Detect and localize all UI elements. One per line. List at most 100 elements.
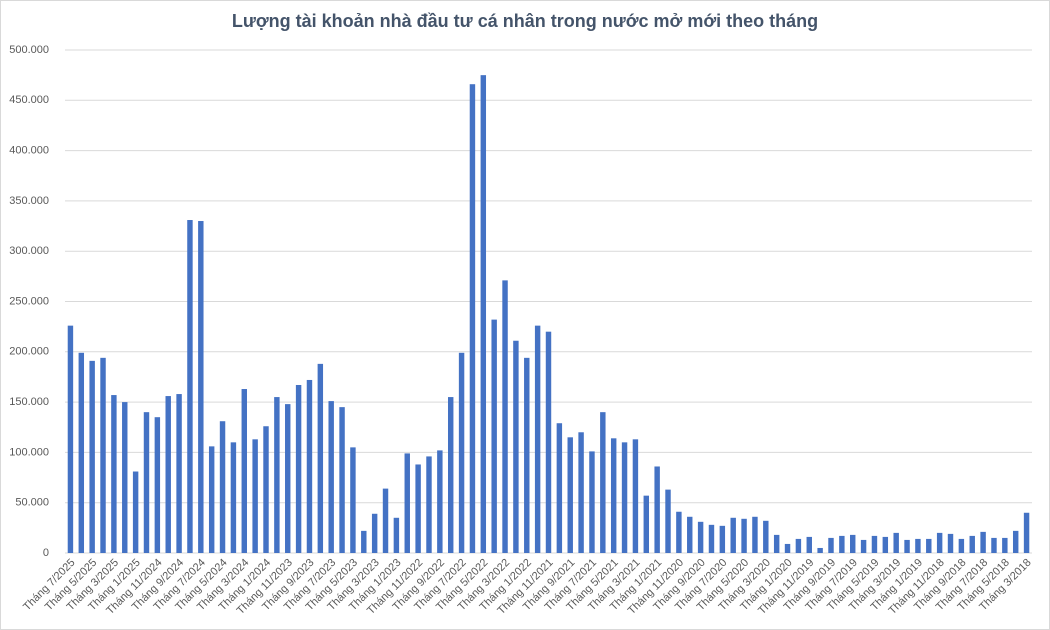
bar: [850, 534, 856, 553]
bar: [361, 530, 367, 553]
bar: [697, 521, 704, 553]
bar: [730, 517, 736, 553]
bar: [89, 360, 95, 553]
bar: [328, 401, 334, 553]
y-tick-label: 50.000: [15, 497, 49, 509]
bar: [176, 394, 182, 553]
bar: [78, 352, 85, 553]
bar: [339, 407, 345, 553]
bar: [1012, 530, 1019, 553]
bar: [513, 340, 519, 553]
bar: [274, 397, 280, 553]
bar: [143, 412, 150, 553]
bar: [969, 535, 975, 553]
bar: [111, 395, 117, 553]
bar: [1002, 537, 1008, 553]
bar: [654, 466, 660, 553]
bar: [295, 384, 302, 553]
bar: [491, 319, 497, 553]
bar: [219, 421, 226, 553]
y-tick-label: 250.000: [9, 295, 49, 307]
bar: [502, 280, 508, 553]
bar: [263, 426, 269, 553]
bar: [926, 538, 932, 553]
bar: [936, 532, 943, 553]
bar: [154, 417, 161, 553]
bar: [958, 538, 965, 553]
y-tick-label: 200.000: [9, 346, 49, 358]
bar: [817, 547, 823, 553]
bar: [350, 447, 356, 553]
bar: [665, 489, 671, 553]
bar: [882, 536, 889, 553]
bar: [991, 537, 997, 553]
bar: [415, 464, 421, 553]
bar: [578, 432, 584, 553]
bar: [67, 325, 74, 553]
bar: [317, 363, 324, 553]
bar: [426, 456, 432, 553]
bar: [567, 437, 573, 553]
bar: [621, 442, 628, 553]
bar: [252, 439, 258, 553]
y-tick-label: 150.000: [9, 396, 49, 408]
y-tick-label: 300.000: [9, 245, 49, 257]
bar: [165, 396, 171, 553]
bar: [795, 538, 802, 553]
bar: [545, 331, 552, 553]
bar: [480, 75, 487, 554]
bar: [589, 451, 595, 553]
bar: [404, 453, 410, 553]
bar: [198, 221, 204, 553]
bar: [208, 446, 215, 553]
bar: [241, 389, 247, 553]
bar: [187, 220, 193, 553]
bar: [1023, 512, 1030, 553]
bar: [469, 84, 476, 553]
bar: [947, 533, 954, 553]
bar: [632, 439, 639, 553]
bar: [828, 537, 834, 553]
bar: [285, 404, 291, 553]
bar: [643, 495, 650, 553]
bar: [100, 357, 106, 553]
bar: [447, 397, 454, 553]
y-tick-label: 500.000: [9, 44, 49, 56]
y-tick-label: 450.000: [9, 94, 49, 106]
bar: [534, 325, 541, 553]
bar: [393, 517, 400, 553]
bar: [763, 520, 769, 553]
bar: [556, 423, 563, 553]
bar: [708, 524, 715, 553]
bar: [687, 516, 693, 553]
bar: [230, 442, 237, 553]
y-tick-label: 0: [43, 547, 49, 559]
bar: [676, 511, 682, 553]
bar: [132, 471, 139, 553]
bar: [458, 352, 465, 553]
y-tick-label: 350.000: [9, 195, 49, 207]
bar: [915, 538, 921, 553]
y-tick-label: 400.000: [9, 145, 49, 157]
bar: [122, 402, 128, 553]
bar: [437, 450, 443, 553]
chart-title: Lượng tài khoản nhà đầu tư cá nhân trong…: [232, 11, 818, 31]
bar: [741, 518, 747, 553]
bar: [524, 357, 530, 553]
bar: [904, 539, 910, 553]
bar: [773, 534, 780, 553]
bar: [839, 535, 845, 553]
bar: [610, 438, 617, 553]
bar: [371, 513, 378, 553]
y-tick-label: 100.000: [9, 446, 49, 458]
bar: [871, 535, 878, 553]
bar: [752, 516, 758, 553]
bar: [860, 539, 867, 553]
bar: [382, 488, 389, 553]
bar: [893, 532, 899, 553]
bar: [306, 379, 313, 553]
bar: [719, 525, 726, 553]
bar: [784, 543, 791, 553]
